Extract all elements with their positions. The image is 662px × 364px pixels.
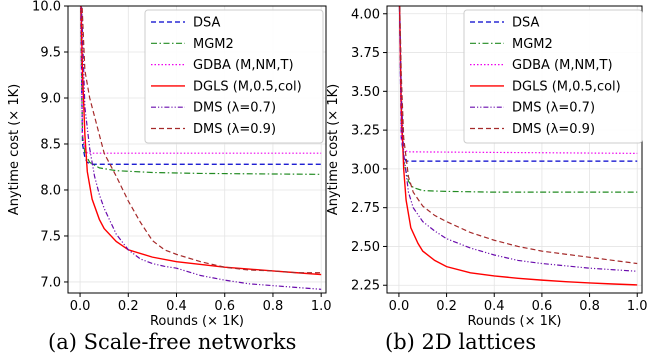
y-tick-label: 3.50	[351, 85, 380, 100]
series-group	[80, 6, 322, 290]
x-tick-label: 0.8	[579, 299, 600, 314]
x-tick-label: 0.0	[70, 299, 91, 314]
legend-label: DMS (λ=0.7)	[512, 101, 595, 116]
y-axis-label: Anytime cost (× 1K)	[7, 84, 22, 215]
x-axis-label: Rounds (× 1K)	[467, 314, 561, 329]
legend-label: DGLS (M,0.5,col)	[512, 79, 621, 94]
series-line	[81, 6, 322, 274]
y-tick-label: 4.00	[351, 7, 380, 22]
legend: DSA MGM2 GDBA (M,NM,T) DGLS (M,0.5,col) DMS …	[463, 9, 643, 144]
y-tick-label: 10.0	[32, 0, 61, 15]
series-line	[398, 6, 638, 154]
y-tick-label: 3.25	[351, 124, 380, 139]
legend-label: DMS (λ=0.9)	[512, 122, 595, 137]
chart-a: 0.0 0.2 0.4 0.6 0.8 1.0 7.0 7.5 8.0 8.5 9.0 9.5 10.0…	[7, 0, 332, 329]
series-line	[80, 6, 322, 154]
series-group	[398, 6, 638, 286]
y-axis-label: Anytime cost (× 1K)	[326, 84, 341, 215]
series-line	[80, 6, 322, 290]
legend-label: MGM2	[512, 37, 553, 52]
x-tick-label: 0.6	[532, 299, 553, 314]
x-tick-label: 0.6	[214, 299, 235, 314]
plot-frame	[386, 5, 643, 294]
caption-a: (a) Scale-free networks	[48, 330, 297, 354]
x-tick-label: 0.0	[389, 299, 410, 314]
legend-label: DSA	[512, 16, 540, 31]
chart-b: 0.0 0.2 0.4 0.6 0.8 1.0 2.25 2.50 2.75 3.00 3.25 3.…	[326, 5, 648, 329]
x-tick-label: 0.8	[263, 299, 284, 314]
x-tick-label: 0.4	[484, 299, 505, 314]
y-tick-label: 8.0	[40, 183, 61, 198]
legend-label: MGM2	[193, 37, 234, 52]
legend-label: DMS (λ=0.9)	[193, 122, 276, 137]
series-line	[398, 6, 638, 286]
x-tick-label: 0.2	[118, 299, 139, 314]
y-tick-label: 2.75	[351, 201, 380, 216]
legend-label: DMS (λ=0.7)	[193, 101, 276, 116]
y-tick-label: 8.5	[40, 137, 61, 152]
series-line	[399, 6, 638, 265]
series-line	[399, 6, 638, 272]
x-tick-label: 0.4	[166, 299, 187, 314]
legend-label: DGLS (M,0.5,col)	[193, 79, 302, 94]
legend: DSA MGM2 GDBA (M,NM,T) DGLS (M,0.5,col) DMS …	[144, 9, 324, 144]
y-tick-label: 3.00	[351, 162, 380, 177]
y-tick-label: 3.75	[351, 46, 380, 61]
y-tick-label: 9.0	[40, 91, 61, 106]
legend-label: GDBA (M,NM,T)	[512, 58, 613, 73]
y-tick-label: 7.0	[40, 275, 61, 290]
legend-label: DSA	[193, 16, 221, 31]
caption-b: (b) 2D lattices	[385, 330, 537, 354]
x-tick-label: 0.2	[436, 299, 457, 314]
legend-box	[144, 9, 324, 144]
y-tick-label: 9.5	[40, 45, 61, 60]
series-line	[80, 6, 322, 175]
x-tick-label: 1.0	[311, 299, 332, 314]
legend-label: GDBA (M,NM,T)	[193, 58, 294, 73]
plot-frame	[67, 5, 327, 294]
legend-box	[463, 9, 643, 144]
y-tick-label: 2.25	[351, 279, 380, 294]
x-axis-label: Rounds (× 1K)	[150, 314, 244, 329]
y-tick-label: 2.50	[351, 240, 380, 255]
y-tick-label: 7.5	[40, 229, 61, 244]
x-tick-label: 1.0	[627, 299, 648, 314]
